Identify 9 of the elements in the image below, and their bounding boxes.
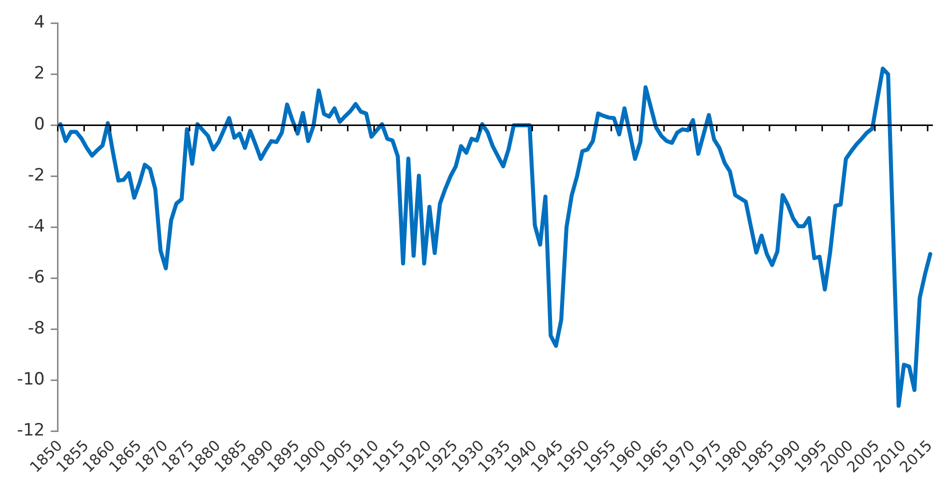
y-tick-label: -6 xyxy=(28,268,45,288)
y-tick-label: -10 xyxy=(16,370,45,390)
y-tick-label: -8 xyxy=(28,318,45,339)
y-tick-label: -2 xyxy=(28,166,45,186)
y-tick-label: 0 xyxy=(34,114,45,135)
y-tick-label: -12 xyxy=(16,420,45,441)
y-tick-label: -4 xyxy=(28,216,45,237)
y-tick-label: 4 xyxy=(34,12,45,33)
y-tick-label: 2 xyxy=(34,64,45,84)
